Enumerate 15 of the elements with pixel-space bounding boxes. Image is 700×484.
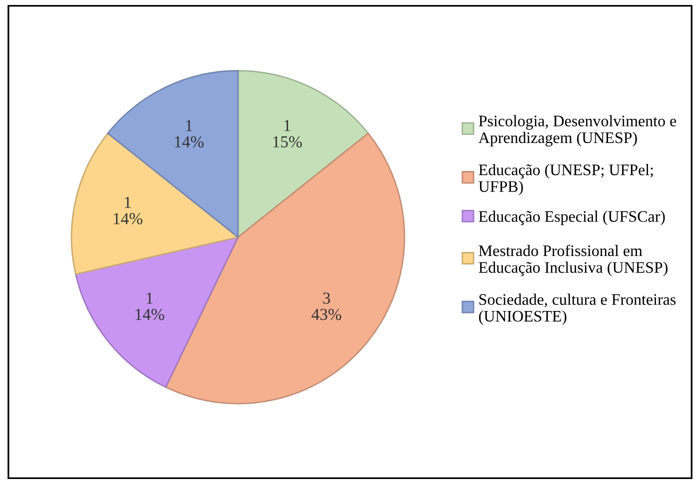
pie-slice [237, 70, 369, 238]
data-label: 1 14% [175, 120, 204, 148]
legend-label: Mestrado Profissional em Educação Inclusiva (UNESP) [478, 244, 668, 276]
data-label: 1 15% [273, 120, 302, 148]
pie-slice [165, 132, 406, 404]
legend-label: Educação (UNESP; UFPel; UFPB) [478, 164, 653, 196]
legend-label: Educação Especial (UFSCar) [478, 210, 665, 226]
legend-label: Psicologia, Desenvolvimento e Aprendizagem (UNESP) [478, 115, 676, 146]
data-label: 3 43% [312, 292, 342, 320]
pie-slice [107, 70, 239, 238]
pie-slice [74, 236, 239, 388]
data-label: 1 14% [114, 196, 142, 224]
legend-label: Sociedade, cultura e Fronteiras (UNIOESTE) [479, 294, 676, 325]
data-label: 1 14% [136, 292, 164, 320]
pie-slice [70, 132, 239, 275]
